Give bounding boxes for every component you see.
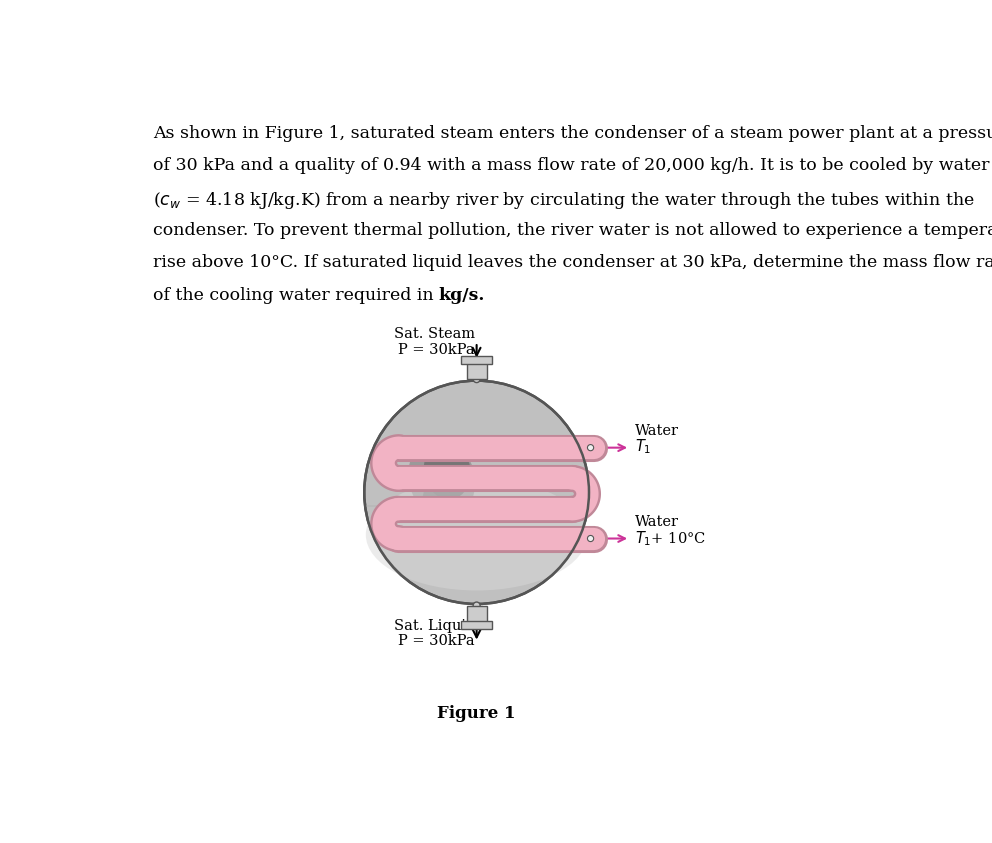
Circle shape <box>587 444 593 451</box>
Text: $T_1$: $T_1$ <box>635 438 651 456</box>
Text: Sat. Liquid: Sat. Liquid <box>394 619 475 632</box>
Text: Water: Water <box>635 424 679 438</box>
Ellipse shape <box>364 381 589 604</box>
Bar <box>461 356 492 363</box>
Text: of the cooling water required in: of the cooling water required in <box>154 287 439 303</box>
Text: ($c_w$ = 4.18 kJ/kg.K) from a nearby river by circulating the water through the : ($c_w$ = 4.18 kJ/kg.K) from a nearby riv… <box>154 190 975 211</box>
Text: rise above 10°C. If saturated liquid leaves the condenser at 30 kPa, determine t: rise above 10°C. If saturated liquid lea… <box>154 255 992 271</box>
Circle shape <box>473 602 480 609</box>
Ellipse shape <box>423 477 450 519</box>
Text: Water: Water <box>635 514 679 529</box>
Text: kg/s.: kg/s. <box>438 287 485 303</box>
Text: $T_1$+ 10°C: $T_1$+ 10°C <box>635 529 705 548</box>
Text: condenser. To prevent thermal pollution, the river water is not allowed to exper: condenser. To prevent thermal pollution,… <box>154 222 992 239</box>
Text: P = 30kPa: P = 30kPa <box>399 634 475 648</box>
Bar <box>461 621 492 629</box>
Text: P = 30kPa: P = 30kPa <box>399 343 475 357</box>
Ellipse shape <box>409 438 475 518</box>
Circle shape <box>587 535 593 541</box>
Text: of 30 kPa and a quality of 0.94 with a mass flow rate of 20,000 kg/h. It is to b: of 30 kPa and a quality of 0.94 with a m… <box>154 158 990 175</box>
Ellipse shape <box>424 442 470 500</box>
Bar <box>466 359 487 379</box>
Text: Figure 1: Figure 1 <box>437 705 516 722</box>
Bar <box>466 605 487 626</box>
Text: Sat. Steam: Sat. Steam <box>394 327 475 341</box>
Ellipse shape <box>366 479 587 590</box>
Text: As shown in Figure 1, saturated steam enters the condenser of a steam power plan: As shown in Figure 1, saturated steam en… <box>154 125 992 142</box>
Circle shape <box>473 376 480 383</box>
